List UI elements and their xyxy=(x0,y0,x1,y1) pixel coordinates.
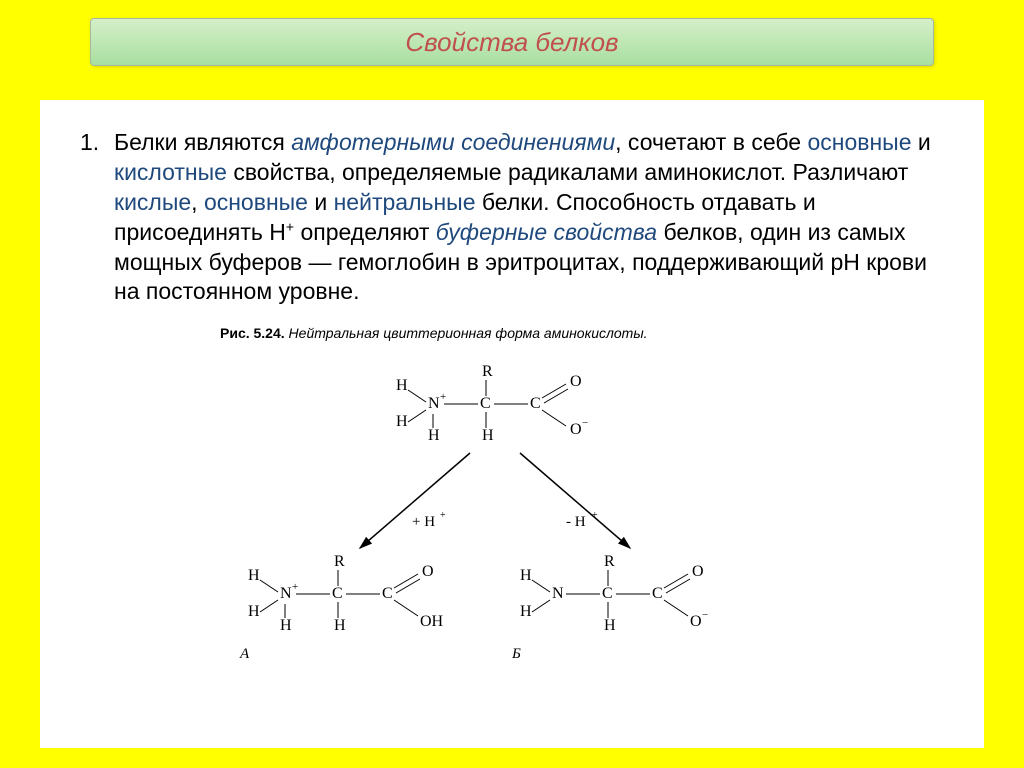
text-run-emph: основные xyxy=(204,189,308,215)
atom-label: H xyxy=(520,567,532,584)
atom-label: C xyxy=(480,395,491,412)
atom-label: H xyxy=(396,377,408,394)
text-run: определяют xyxy=(294,219,436,245)
atom-label: H xyxy=(248,603,260,620)
atom-label: O xyxy=(422,563,434,580)
caption-text: Нейтральная цвиттерионная форма аминокис… xyxy=(285,325,648,341)
atom-label: N xyxy=(280,585,292,602)
reaction-label: - H xyxy=(566,514,586,530)
chemical-diagram: N + H H H C R xyxy=(220,348,780,668)
text-run-emph: нейтральные xyxy=(334,189,476,215)
slide-title: Свойства белков xyxy=(405,27,618,58)
paragraph-text: Белки являются амфотерными соединениями,… xyxy=(114,128,944,307)
atom-label: C xyxy=(530,395,541,412)
title-bar: Свойства белков xyxy=(90,18,934,66)
reaction-label: + H xyxy=(412,514,435,530)
figure: Рис. 5.24. Нейтральная цвиттерионная фор… xyxy=(220,325,780,668)
text-run-sup: + xyxy=(286,218,294,234)
atom-label: H xyxy=(428,427,440,444)
slide: Свойства белков 1. Белки являются амфоте… xyxy=(0,0,1024,768)
text-run: , сочетают в себе xyxy=(615,129,807,155)
atom-label: C xyxy=(332,585,343,602)
atom-label: C xyxy=(652,585,663,602)
charge-label: + xyxy=(440,391,446,403)
text-run: свойства, определяемые радикалами аминок… xyxy=(227,159,908,185)
list-number: 1. xyxy=(80,128,102,158)
atom-label: H xyxy=(604,617,616,634)
atom-label: O xyxy=(570,373,582,390)
text-run: , xyxy=(191,189,204,215)
atom-label: H xyxy=(482,427,494,444)
atom-label: O xyxy=(570,421,582,438)
text-run: и xyxy=(912,129,931,155)
atom-label: H xyxy=(334,617,346,634)
content-area: 1. Белки являются амфотерными соединения… xyxy=(40,100,984,748)
body-paragraph: 1. Белки являются амфотерными соединения… xyxy=(80,128,944,307)
charge-label: − xyxy=(702,609,708,621)
text-run-emph: буферные свойства xyxy=(436,219,657,245)
reaction-sup: + xyxy=(592,510,598,521)
atom-label: O xyxy=(692,563,704,580)
text-run-emph: кислые xyxy=(114,189,191,215)
atom-label: C xyxy=(602,585,613,602)
atom-label: OH xyxy=(420,613,444,630)
text-run-emph: основные xyxy=(807,129,911,155)
atom-label: H xyxy=(248,567,260,584)
figure-caption: Рис. 5.24. Нейтральная цвиттерионная фор… xyxy=(220,325,780,342)
text-run-emph: амфотерными соединениями xyxy=(291,129,615,155)
atom-label: H xyxy=(280,617,292,634)
atom-label: O xyxy=(690,613,702,630)
charge-label: − xyxy=(582,417,588,429)
atom-label: H xyxy=(396,413,408,430)
text-run-emph: кислотные xyxy=(114,159,227,185)
atom-label: H xyxy=(520,603,532,620)
atom-label: N xyxy=(428,395,440,412)
variant-label-a: А xyxy=(239,646,250,662)
variant-label-b: Б xyxy=(511,646,521,662)
text-run: Белки являются xyxy=(114,129,291,155)
charge-label: + xyxy=(292,581,298,593)
text-run: и xyxy=(308,189,334,215)
reaction-sup: + xyxy=(440,510,446,521)
atom-label: C xyxy=(382,585,393,602)
atom-label: R xyxy=(334,553,345,570)
caption-label: Рис. 5.24. xyxy=(220,325,285,341)
atom-label: N xyxy=(552,585,564,602)
atom-label: R xyxy=(604,553,615,570)
atom-label: R xyxy=(482,363,493,380)
